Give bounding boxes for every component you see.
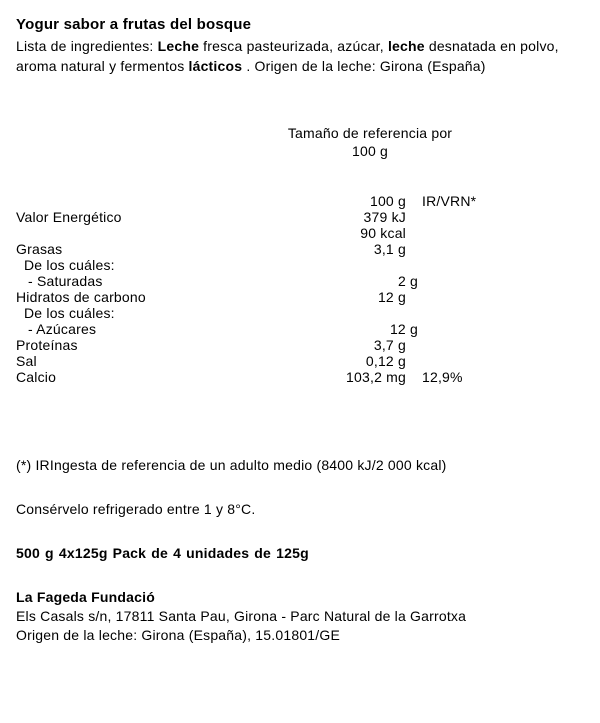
product-title: Yogur sabor a frutas del bosque [16, 16, 584, 33]
nutrition-value: 12 g [316, 289, 406, 305]
nutrition-row: Valor Energético379 kJ [16, 209, 584, 225]
nutrition-label: Sal [16, 353, 316, 369]
nutrition-label: Proteínas [16, 337, 316, 353]
nutrition-value: 103,2 mg [316, 369, 406, 385]
address-line1: Els Casals s/n, 17811 Santa Pau, Girona … [16, 607, 584, 627]
nutrition-row: Hidratos de carbono12 g [16, 289, 584, 305]
nutrition-label: Valor Energético [16, 209, 316, 225]
nutrition-label [16, 225, 316, 241]
storage-instructions: Consérvelo refrigerado entre 1 y 8°C. [16, 501, 584, 517]
ingredient-bold-3: leche [388, 38, 425, 54]
nutrition-row: De los cuáles: [16, 257, 584, 273]
nutrition-value: 90 kcal [316, 225, 406, 241]
nutrition-row: De los cuáles: [16, 305, 584, 321]
nutrition-label: Hidratos de carbono [16, 289, 316, 305]
nutrition-label: De los cuáles: [16, 257, 324, 273]
nutrition-row: - Azúcares12 g [16, 321, 584, 337]
nutrition-row: 90 kcal [16, 225, 584, 241]
ir-footnote: (*) IRIngesta de referencia de un adulto… [16, 457, 584, 473]
ingredient-bold-5: lácticos [189, 58, 243, 74]
ingredient-text-2: fresca pasteurizada, azúcar, [199, 38, 388, 54]
nutrition-row: Proteínas3,7 g [16, 337, 584, 353]
nutrition-value [324, 305, 414, 321]
nutrition-value: 3,7 g [316, 337, 406, 353]
nutrition-row: - Saturadas2 g [16, 273, 584, 289]
nutrition-row: Sal0,12 g [16, 353, 584, 369]
ingredient-text-6: . Origen de la leche: Girona (España) [242, 58, 485, 74]
ingredients-block: Lista de ingredientes: Leche fresca past… [16, 37, 584, 76]
serving-line1: Tamaño de referencia por [156, 124, 584, 142]
pack-info: 500 g 4x125g Pack de 4 unidades de 125g [16, 545, 584, 561]
nutrition-label: Grasas [16, 241, 316, 257]
nutrition-value: 379 kJ [316, 209, 406, 225]
nutrition-label: Calcio [16, 369, 316, 385]
nutrition-row: Calcio103,2 mg12,9% [16, 369, 584, 385]
nutrition-label: - Saturadas [16, 273, 328, 289]
nutrition-label: - Azúcares [16, 321, 328, 337]
nutrition-value [324, 257, 414, 273]
serving-reference: Tamaño de referencia por 100 g [16, 124, 584, 160]
nutrition-header-empty [16, 193, 316, 209]
nutrition-rv: 12,9% [406, 369, 463, 385]
ingredients-label: Lista de ingredientes: [16, 38, 158, 54]
nutrition-value: 3,1 g [316, 241, 406, 257]
nutrition-label: De los cuáles: [16, 305, 324, 321]
nutrition-header-col2: IR/VRN* [406, 193, 476, 209]
nutrition-row: Grasas3,1 g [16, 241, 584, 257]
nutrition-table: 100 g IR/VRN* Valor Energético379 kJ90 k… [16, 193, 584, 385]
nutrition-value: 0,12 g [316, 353, 406, 369]
nutrition-header-col1: 100 g [316, 193, 406, 209]
company-address: Els Casals s/n, 17811 Santa Pau, Girona … [16, 607, 584, 646]
nutrition-value: 2 g [328, 273, 418, 289]
nutrition-header: 100 g IR/VRN* [16, 193, 584, 209]
serving-line2: 100 g [156, 142, 584, 160]
nutrition-value: 12 g [328, 321, 418, 337]
address-line2: Origen de la leche: Girona (España), 15.… [16, 626, 584, 646]
company-name: La Fageda Fundació [16, 589, 584, 605]
ingredient-bold-1: Leche [158, 38, 199, 54]
